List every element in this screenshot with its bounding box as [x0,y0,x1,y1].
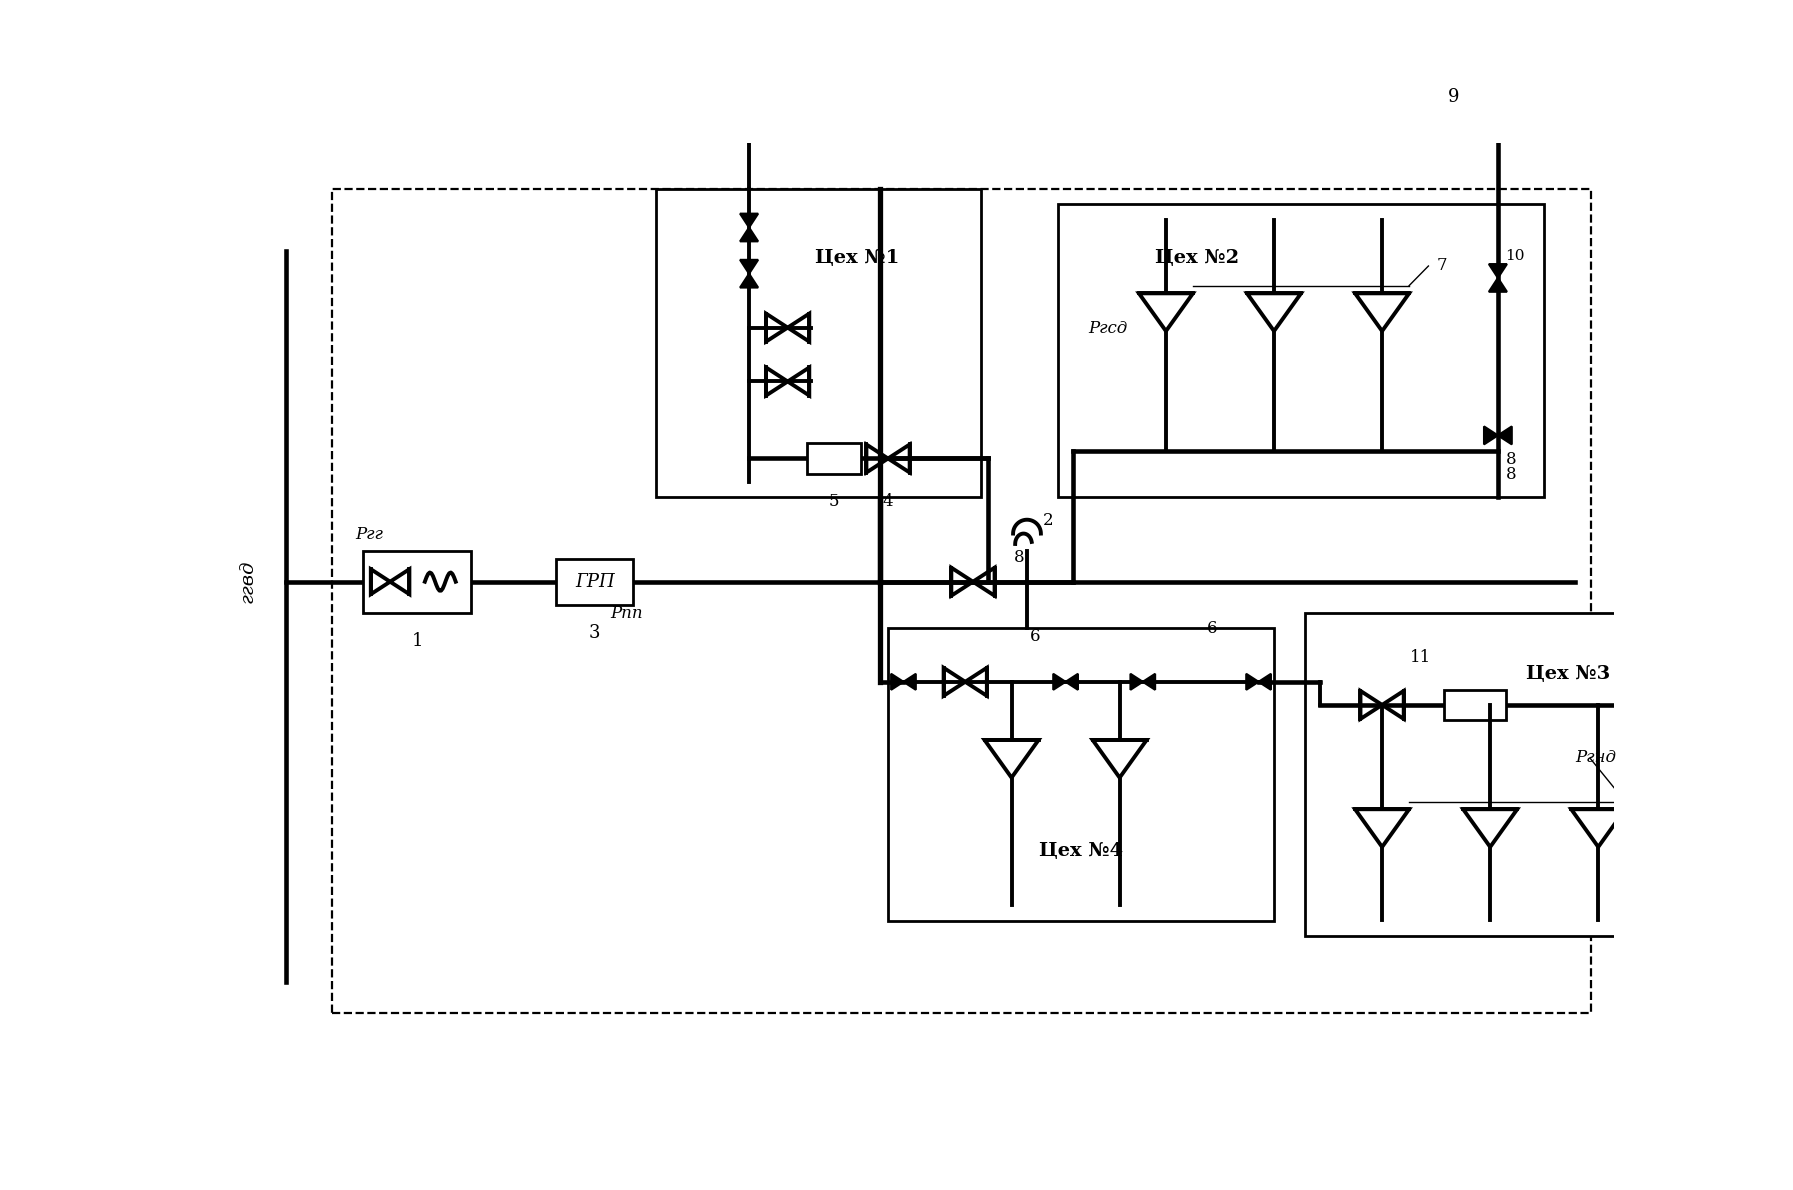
Text: Pпп: Pпп [610,605,642,622]
Text: 1: 1 [411,632,423,650]
Text: 2: 2 [1042,512,1052,528]
Text: Цех №3: Цех №3 [1526,665,1610,683]
Text: Pгг: Pгг [355,526,384,543]
Polygon shape [1675,913,1693,927]
Polygon shape [1488,278,1506,292]
Bar [1058,205,1544,497]
Polygon shape [1675,898,1693,913]
Text: 9: 9 [1447,88,1460,106]
Text: 6: 6 [1207,620,1217,637]
Text: Pгсд: Pгсд [1088,320,1128,337]
Text: 8: 8 [1506,451,1517,468]
Text: Цех №1: Цех №1 [816,249,900,268]
Text: ггвд: ггвд [238,560,256,603]
Bar [1305,613,1730,935]
Text: Цех №2: Цех №2 [1155,249,1239,268]
Text: 5: 5 [828,493,839,511]
Polygon shape [1246,674,1259,690]
Polygon shape [741,259,758,274]
Bar [332,189,1590,1013]
Polygon shape [741,214,758,227]
Text: 3: 3 [588,624,601,643]
Bar [1443,689,1506,720]
Bar [656,189,981,497]
Text: ГРП: ГРП [576,572,615,590]
Polygon shape [904,674,916,690]
Polygon shape [1052,674,1065,690]
Polygon shape [891,674,904,690]
Text: 4: 4 [882,493,893,511]
Bar [807,443,861,474]
Text: Pгнд: Pгнд [1574,750,1615,766]
Polygon shape [1130,674,1142,690]
Bar [362,551,472,613]
Text: 7: 7 [1436,257,1447,275]
Bar [888,628,1275,921]
Text: 10: 10 [1506,249,1526,263]
Text: 8: 8 [1015,550,1024,566]
Polygon shape [1497,426,1511,444]
Text: Цех №4: Цех №4 [1038,843,1122,860]
Text: 11: 11 [1409,650,1431,666]
Polygon shape [741,227,758,242]
Polygon shape [741,274,758,288]
Polygon shape [1065,674,1078,690]
Text: 6: 6 [1029,628,1040,645]
Polygon shape [1259,674,1271,690]
Text: 8: 8 [1506,466,1517,483]
Bar [556,558,633,605]
Polygon shape [1488,264,1506,278]
Polygon shape [1142,674,1155,690]
Polygon shape [1485,426,1497,444]
